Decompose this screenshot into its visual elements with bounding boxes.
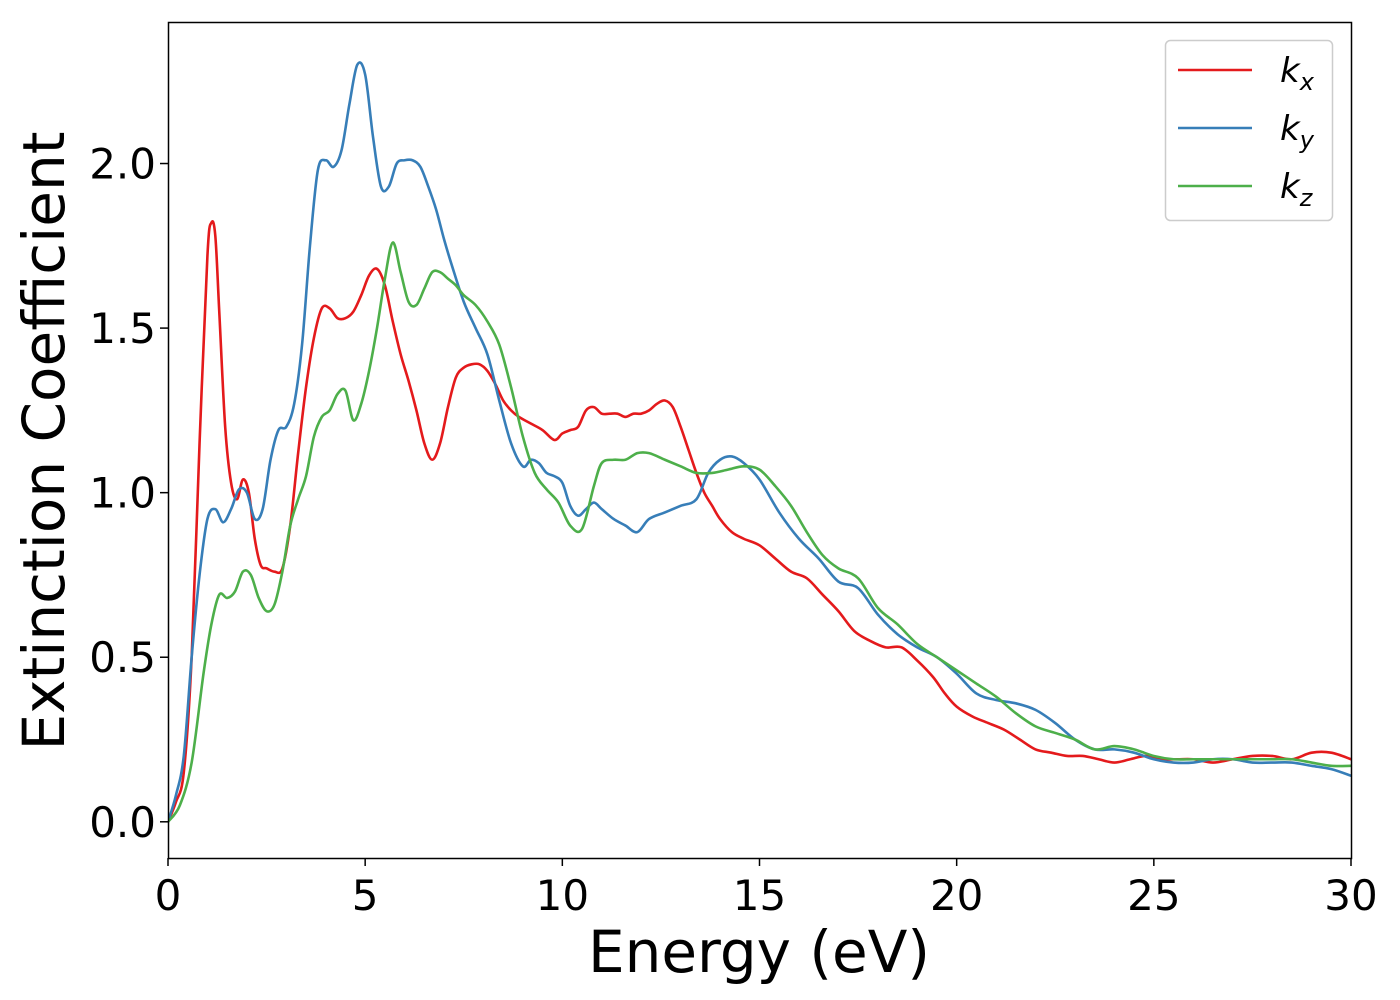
x-tick-label: 0	[155, 871, 182, 920]
series-line-ky	[168, 61, 1351, 824]
y-axis-ticks: 0.0 0.5 1.0 1.5 2.0	[89, 140, 168, 847]
x-tick-label: 15	[733, 871, 786, 920]
y-tick-label: 1.0	[89, 469, 156, 518]
y-axis-title: Extinction Coefficient	[10, 132, 78, 751]
y-tick-label: 2.0	[89, 140, 156, 189]
legend: kx ky kz	[1164, 39, 1334, 222]
x-tick-label: 5	[352, 871, 379, 920]
legend-box	[1164, 39, 1334, 222]
y-tick-label: 0.0	[89, 798, 156, 847]
series-line-kx	[168, 220, 1351, 824]
series-layer	[168, 61, 1351, 824]
legend-label-kx: kx	[1280, 51, 1315, 96]
x-tick-label: 30	[1324, 871, 1377, 920]
y-tick-label: 0.5	[89, 633, 156, 682]
x-tick-label: 20	[930, 871, 983, 920]
x-tick-label: 10	[536, 871, 589, 920]
series-line-kz	[168, 241, 1351, 824]
x-tick-label: 25	[1127, 871, 1180, 920]
legend-label-ky: ky	[1280, 109, 1315, 154]
y-tick-label: 1.5	[89, 304, 156, 353]
x-axis-ticks: 0 5 10 15 20 25 30	[155, 858, 1378, 920]
x-axis-title: Energy (eV)	[588, 918, 930, 986]
legend-label-kz: kz	[1280, 167, 1314, 212]
